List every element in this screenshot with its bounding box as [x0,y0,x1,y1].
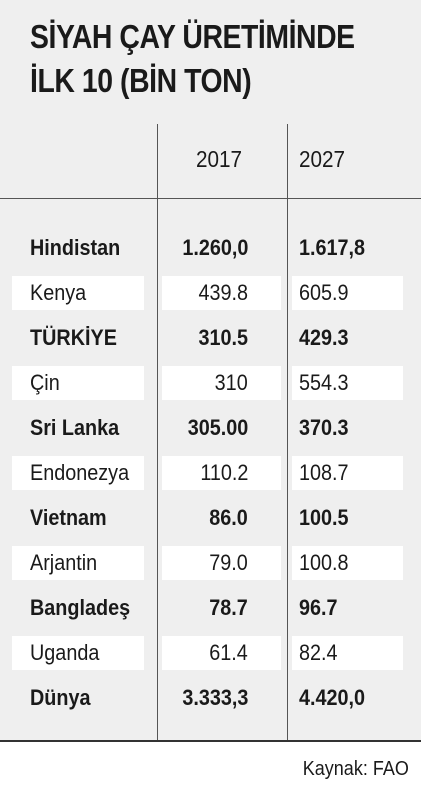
row-highlight [12,366,144,400]
value-2027: 370.3 [299,415,349,440]
value-2017: 310.5 [198,325,248,350]
country-name: Arjantin [30,550,98,575]
value-2027: 429.3 [299,325,349,350]
value-2017: 310 [214,370,248,395]
header-divider [0,198,421,199]
column-header-2027: 2027 [299,146,346,172]
country-name: Hindistan [30,235,121,260]
value-2027: 108.7 [299,460,349,485]
row-highlight [12,456,144,490]
value-2017: 86.0 [209,505,248,530]
value-2027: 4.420,0 [299,685,366,710]
country-name: Endonezya [30,460,130,485]
value-2027: 96.7 [299,595,338,620]
country-name: Bangladeş [30,595,131,620]
row-highlight [292,276,403,310]
country-name: Sri Lanka [30,415,120,440]
country-name: Çin [30,370,60,395]
country-name: Vietnam [30,505,107,530]
value-2017: 78.7 [209,595,248,620]
table-row: Hindistan 1.260,0 1.617,8 [0,231,421,265]
table-row: Endonezya 110.2 108.7 [0,456,421,490]
row-highlight [12,276,144,310]
value-2027: 100.8 [299,550,349,575]
row-highlight [162,366,281,400]
row-highlight [162,636,281,670]
country-name: TÜRKİYE [30,325,117,350]
row-highlight [292,636,403,670]
value-2027: 1.617,8 [299,235,366,260]
value-2027: 605.9 [299,280,349,305]
value-2017: 79.0 [209,550,248,575]
country-name: Uganda [30,640,100,665]
table-row: Kenya 439.8 605.9 [0,276,421,310]
column-header-2017: 2017 [196,146,243,172]
value-2017: 110.2 [199,460,248,485]
table-row: Çin 310 554.3 [0,366,421,400]
row-highlight [12,546,144,580]
value-2027: 554.3 [299,370,349,395]
table-row: Arjantin 79.0 100.8 [0,546,421,580]
chart-title-line-2: İLK 10 (BİN TON) [30,62,252,99]
value-2017: 3.333,3 [181,685,248,710]
row-highlight [292,456,403,490]
value-2017: 305.00 [187,415,248,440]
row-highlight [292,546,403,580]
table-row: Vietnam 86.0 100.5 [0,501,421,535]
data-table: 2017 2027 Hindistan 1.260,0 1.617,8 Kenya 43… [0,124,421,740]
table-row: Dünya 3.333,3 4.420,0 [0,681,421,715]
row-highlight [292,366,403,400]
value-2027: 82.4 [299,640,338,665]
row-highlight [162,546,281,580]
row-highlight [162,456,281,490]
value-2027: 100.5 [299,505,349,530]
row-highlight [12,636,144,670]
row-highlight [162,276,281,310]
bottom-rule [0,740,421,742]
column-divider-1 [157,124,158,740]
chart-title-line-1: SİYAH ÇAY ÜRETİMİNDE [30,18,355,55]
value-2017: 1.260,0 [181,235,248,260]
table-row: Uganda 61.4 82.4 [0,636,421,670]
table-row: Bangladeş 78.7 96.7 [0,591,421,625]
title-block: SİYAH ÇAY ÜRETİMİNDE İLK 10 (BİN TON) [0,0,421,126]
value-2017: 439.8 [198,280,248,305]
source-note: Kaynak: FAO [302,758,409,780]
column-divider-2 [287,124,288,740]
country-name: Dünya [30,685,91,710]
table-row: Sri Lanka 305.00 370.3 [0,411,421,445]
value-2017: 61.4 [209,640,248,665]
table-row: TÜRKİYE 310.5 429.3 [0,321,421,355]
country-name: Kenya [30,280,87,305]
